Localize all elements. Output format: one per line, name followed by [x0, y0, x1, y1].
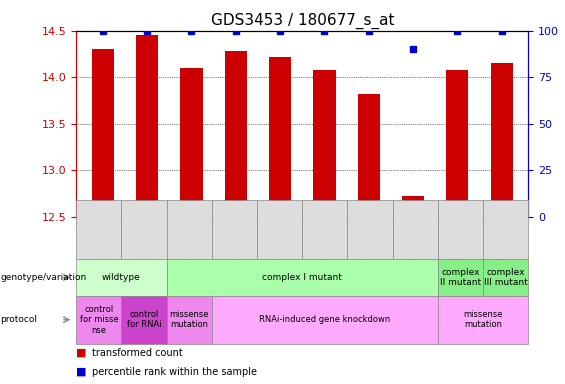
Text: control
for misse
nse: control for misse nse — [80, 305, 118, 334]
Bar — [402, 197, 424, 217]
Bar — [269, 57, 291, 217]
Bar — [358, 94, 380, 217]
Text: ■: ■ — [76, 348, 87, 358]
Text: ■: ■ — [76, 367, 87, 377]
Text: complex
II mutant: complex II mutant — [440, 268, 481, 287]
Text: missense
mutation: missense mutation — [170, 310, 209, 329]
Bar — [490, 63, 513, 217]
Text: control
for RNAi: control for RNAi — [127, 310, 162, 329]
Text: percentile rank within the sample: percentile rank within the sample — [92, 367, 257, 377]
Text: protocol: protocol — [1, 315, 37, 324]
Text: wildtype: wildtype — [102, 273, 141, 282]
Title: GDS3453 / 180677_s_at: GDS3453 / 180677_s_at — [211, 13, 394, 29]
Text: genotype/variation: genotype/variation — [1, 273, 87, 282]
Text: missense
mutation: missense mutation — [463, 310, 503, 329]
Bar — [225, 51, 247, 217]
Bar — [136, 35, 158, 217]
Text: complex I mutant: complex I mutant — [262, 273, 342, 282]
Bar — [92, 49, 114, 217]
Text: complex
III mutant: complex III mutant — [484, 268, 528, 287]
Bar — [446, 70, 468, 217]
Text: transformed count: transformed count — [92, 348, 183, 358]
Bar — [314, 70, 336, 217]
Bar — [180, 68, 203, 217]
Text: RNAi-induced gene knockdown: RNAi-induced gene knockdown — [259, 315, 390, 324]
